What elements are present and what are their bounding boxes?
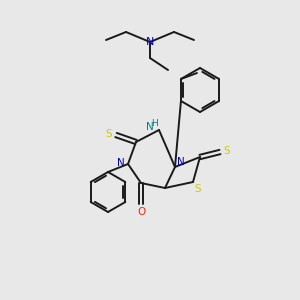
Text: N: N	[146, 122, 154, 132]
Text: S: S	[106, 129, 112, 139]
Text: O: O	[137, 207, 145, 217]
Text: S: S	[195, 184, 201, 194]
Text: H: H	[151, 118, 158, 127]
Text: S: S	[224, 146, 230, 156]
Text: N: N	[146, 37, 154, 47]
Text: N: N	[177, 157, 185, 167]
Text: N: N	[117, 158, 125, 168]
